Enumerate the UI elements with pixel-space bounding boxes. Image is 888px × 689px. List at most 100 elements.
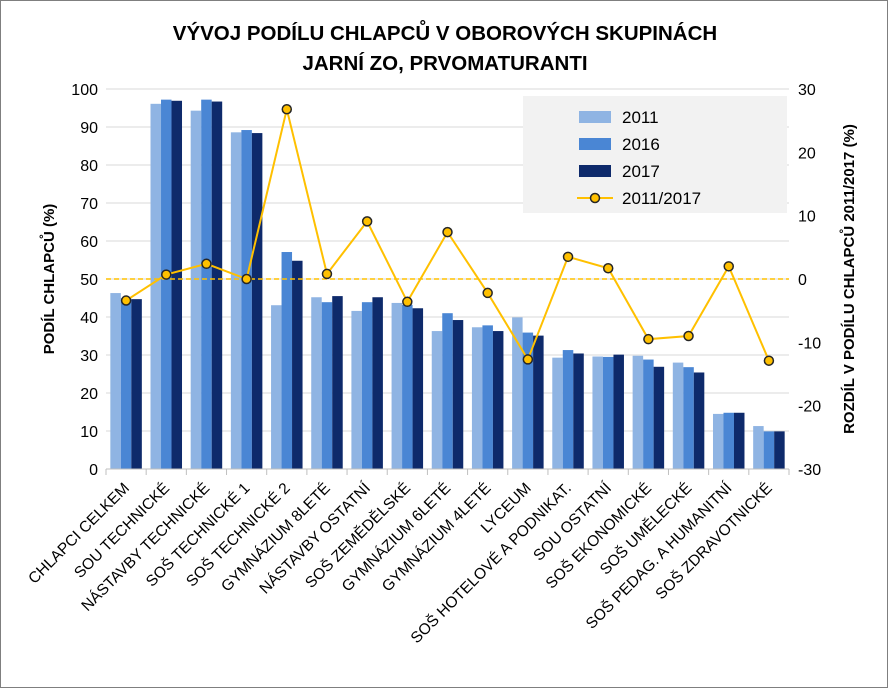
bar-2016-7 bbox=[402, 304, 413, 469]
difference-point-8 bbox=[442, 226, 453, 238]
bar-2017-3 bbox=[251, 133, 263, 469]
bar-2017-0 bbox=[131, 299, 142, 469]
bar-2011-4 bbox=[271, 305, 282, 469]
difference-point-6 bbox=[361, 216, 373, 227]
difference-point-13 bbox=[643, 333, 654, 345]
legend-swatch-2011 bbox=[579, 111, 611, 123]
bar-2017-4 bbox=[292, 260, 303, 469]
legend-label-difference: 2011/2017 bbox=[622, 189, 701, 208]
bar-2017-8 bbox=[452, 320, 464, 469]
axes bbox=[105, 468, 790, 475]
category-label-15: SOŠ PEDAG. A HUMANITNÍ bbox=[583, 479, 736, 632]
chart-subtitle: JARNÍ ZO, PRVOMATURANTI bbox=[302, 52, 587, 75]
y-tick-label-70: 70 bbox=[80, 196, 98, 213]
bar-2011-16 bbox=[753, 426, 764, 469]
bar-2011-10 bbox=[512, 317, 523, 469]
bar-2011-12 bbox=[592, 356, 603, 469]
bar-2017-11 bbox=[573, 353, 584, 469]
bar-2016-10 bbox=[522, 332, 534, 469]
y-tick-label-80: 80 bbox=[80, 158, 98, 175]
bar-2016-16 bbox=[763, 431, 775, 469]
bar-2017-9 bbox=[492, 331, 504, 469]
difference-point-10 bbox=[522, 354, 534, 365]
bar-2017-13 bbox=[653, 366, 665, 469]
bar-2017-2 bbox=[211, 101, 223, 469]
bar-2016-1 bbox=[161, 99, 172, 469]
bar-2017-15 bbox=[733, 412, 745, 469]
difference-point-12 bbox=[602, 262, 614, 274]
bar-2017-5 bbox=[332, 296, 343, 469]
legend-background bbox=[523, 96, 787, 213]
bar-2017-14 bbox=[693, 372, 705, 469]
bar-2011-1 bbox=[150, 103, 162, 469]
legend-swatch-2016 bbox=[579, 138, 611, 150]
bar-2011-13 bbox=[632, 355, 644, 469]
bar-2011-8 bbox=[431, 331, 443, 469]
y-tick-label-50: 50 bbox=[80, 272, 98, 289]
difference-point-0 bbox=[120, 295, 132, 306]
bar-2016-15 bbox=[723, 412, 734, 469]
y-tick-label-0: 0 bbox=[89, 462, 98, 479]
y2-tick-label--30: -30 bbox=[798, 462, 821, 479]
bar-2017-16 bbox=[774, 431, 785, 469]
legend-label-2017: 2017 bbox=[622, 162, 660, 181]
y2-tick-label-20: 20 bbox=[798, 145, 816, 162]
y-tick-label-10: 10 bbox=[80, 424, 98, 441]
bar-2016-2 bbox=[201, 99, 212, 469]
y-tick-label-100: 100 bbox=[71, 82, 98, 99]
bar-2016-11 bbox=[562, 350, 574, 469]
bar-2017-12 bbox=[613, 354, 624, 469]
bar-2016-0 bbox=[120, 298, 132, 469]
bar-2011-9 bbox=[471, 327, 483, 469]
y-tick-label-40: 40 bbox=[80, 310, 98, 327]
y2-axis-title: ROZDÍL V PODÍLU CHLAPCŮ 2011/2017 (%) bbox=[839, 124, 858, 434]
bar-2011-5 bbox=[311, 297, 322, 469]
bar-2016-6 bbox=[361, 302, 373, 469]
bar-2017-7 bbox=[412, 308, 424, 469]
bar-2011-14 bbox=[672, 362, 684, 469]
bars-layer bbox=[110, 99, 785, 470]
difference-point-15 bbox=[723, 261, 734, 272]
y2-tick-label--10: -10 bbox=[798, 335, 821, 352]
difference-point-7 bbox=[402, 296, 413, 308]
y-tick-label-60: 60 bbox=[80, 234, 98, 251]
legend-swatch-2017 bbox=[579, 165, 611, 177]
bar-2011-6 bbox=[351, 310, 362, 469]
bar-2011-0 bbox=[110, 293, 121, 469]
difference-point-1 bbox=[161, 269, 172, 280]
bar-2016-12 bbox=[602, 356, 614, 469]
y2-tick-label-0: 0 bbox=[798, 272, 807, 289]
bar-2016-5 bbox=[321, 302, 333, 469]
bar-2016-3 bbox=[241, 130, 252, 470]
bar-2016-13 bbox=[643, 359, 654, 469]
difference-point-2 bbox=[201, 258, 212, 270]
y2-tick-label-30: 30 bbox=[798, 82, 816, 99]
difference-point-9 bbox=[482, 287, 493, 299]
tick-labels: 0 10 20 30 40 50 60 70 80 90 100 -30 -20 -10 0 10 20 30 bbox=[71, 82, 821, 479]
y-tick-label-90: 90 bbox=[80, 120, 98, 137]
legend-marker-swatch bbox=[589, 192, 601, 204]
difference-point-11 bbox=[562, 251, 574, 263]
difference-point-3 bbox=[241, 273, 252, 285]
difference-point-4 bbox=[281, 104, 293, 115]
bar-2011-3 bbox=[230, 132, 242, 469]
y2-tick-label--20: -20 bbox=[798, 399, 821, 416]
bar-2017-6 bbox=[372, 297, 383, 469]
bar-2011-15 bbox=[712, 413, 724, 469]
y2-tick-label-10: 10 bbox=[798, 209, 816, 226]
difference-point-14 bbox=[683, 330, 694, 342]
y-tick-label-30: 30 bbox=[80, 348, 98, 365]
y-tick-label-20: 20 bbox=[80, 386, 98, 403]
difference-line-layer bbox=[120, 104, 775, 366]
bar-2011-2 bbox=[190, 110, 202, 469]
bar-2017-1 bbox=[171, 100, 183, 469]
bar-2017-10 bbox=[533, 335, 544, 469]
bar-2011-11 bbox=[552, 357, 563, 469]
bar-2011-7 bbox=[391, 302, 403, 469]
legend-label-2011: 2011 bbox=[622, 108, 659, 127]
legend-label-2016: 2016 bbox=[622, 135, 660, 154]
y-axis-title: PODÍL CHLAPCŮ (%) bbox=[39, 204, 58, 355]
